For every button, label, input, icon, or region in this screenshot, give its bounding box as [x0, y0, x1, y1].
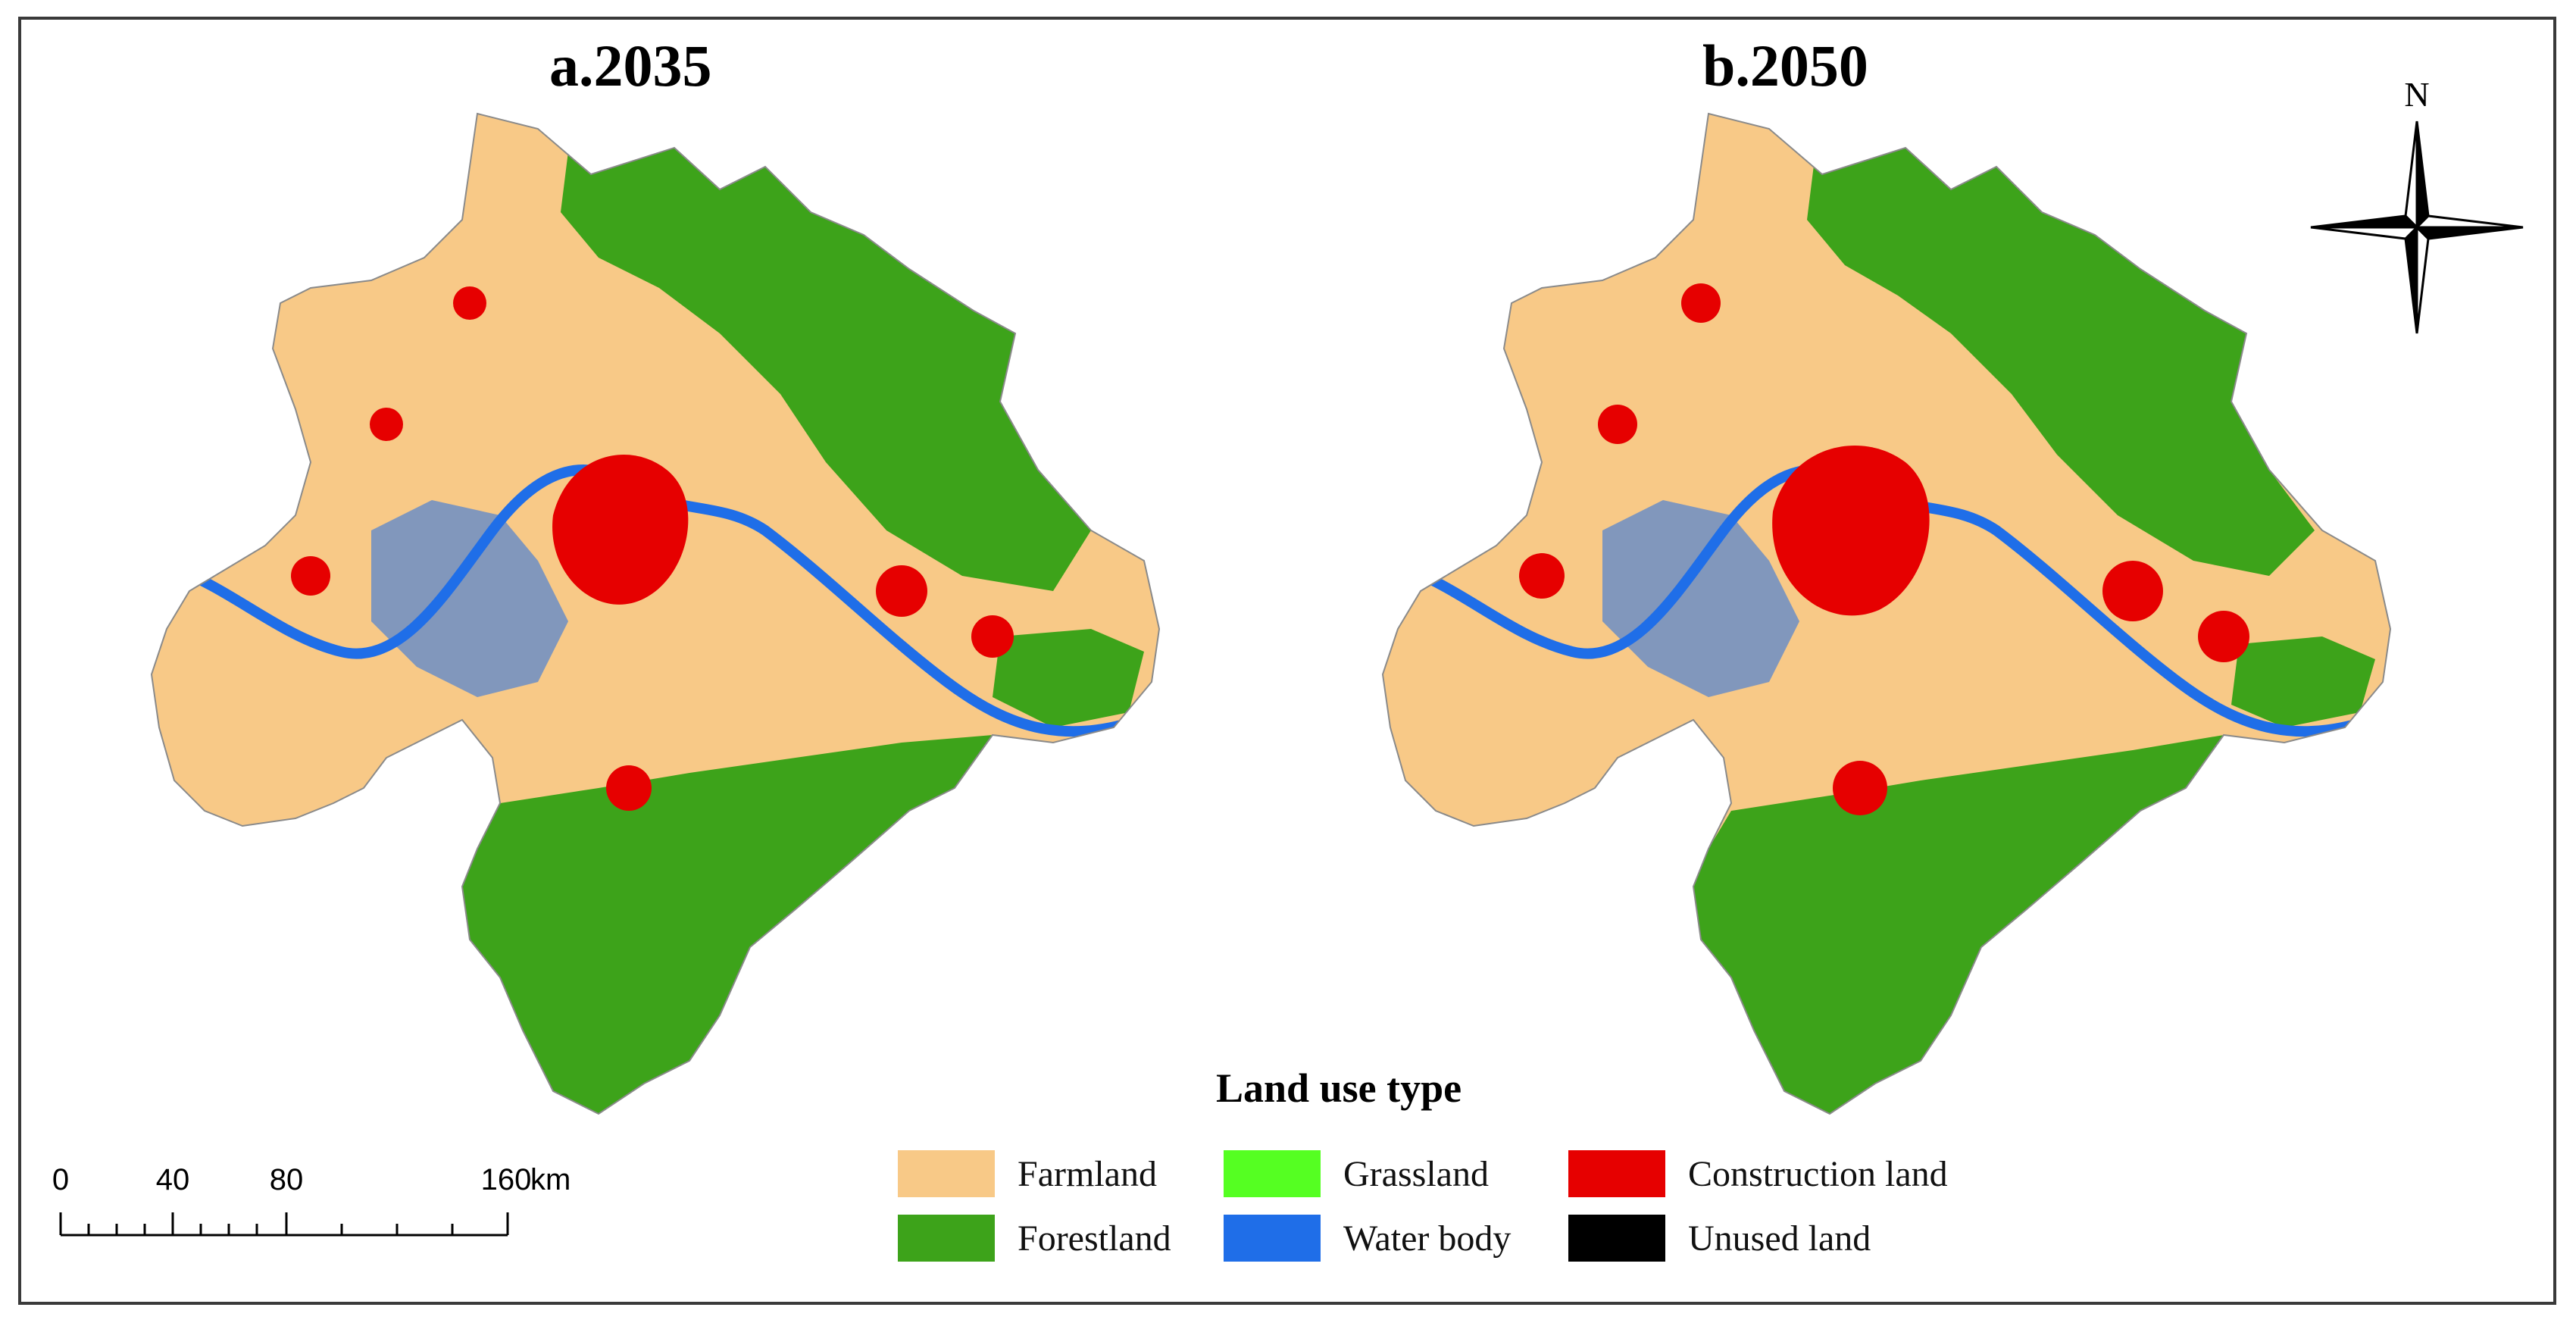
urban-cluster: [1598, 405, 1637, 444]
urban-core: [552, 455, 689, 605]
legend-swatch: [1224, 1150, 1321, 1197]
scale-tick-label: 40: [156, 1163, 190, 1196]
scale-tick-label: 0: [52, 1163, 69, 1196]
north-arrow: N: [2310, 75, 2524, 334]
urban-cluster: [971, 615, 1014, 658]
legend-item-unused-land: Unused land: [1568, 1215, 1871, 1262]
legend-swatch: [1568, 1150, 1665, 1197]
legend-item-construction-land: Construction land: [1568, 1150, 1948, 1197]
legend-label: Construction land: [1688, 1153, 1948, 1194]
legend-item-grassland: Grassland: [1224, 1150, 1489, 1197]
forest-area-north: [1807, 148, 2315, 576]
water-patches: [371, 500, 568, 697]
legend-label: Farmland: [1018, 1153, 1157, 1194]
urban-cluster: [1519, 553, 1565, 599]
compass-rose-icon: [2310, 120, 2524, 334]
legend-item-farmland: Farmland: [898, 1150, 1157, 1197]
forest-area-east: [993, 629, 1144, 727]
urban-core: [1772, 445, 1930, 616]
urban-cluster: [453, 286, 486, 320]
legend-item-forestland: Forestland: [898, 1215, 1171, 1262]
figure-frame: [18, 17, 2556, 1305]
legend-swatch: [898, 1215, 995, 1262]
urban-cluster: [1681, 283, 1721, 323]
legend-label: Water body: [1343, 1218, 1512, 1259]
urban-cluster: [370, 408, 403, 441]
legend-swatch: [1224, 1215, 1321, 1262]
scale-tick-label: 80: [270, 1163, 304, 1196]
legend-label: Forestland: [1018, 1218, 1171, 1259]
urban-cluster: [606, 765, 652, 811]
map-title-2050: b.2050: [1702, 33, 1868, 99]
north-label: N: [2404, 75, 2429, 114]
urban-cluster: [291, 556, 330, 596]
urban-cluster: [2198, 611, 2249, 662]
land-use-map-2035: [151, 113, 1160, 1115]
land-use-map-2050: [1382, 113, 2391, 1115]
scale-ruler: [59, 1212, 509, 1237]
map-title-2035: a.2035: [549, 33, 712, 99]
forest-area-south: [462, 735, 993, 1114]
urban-cluster: [2102, 561, 2163, 621]
forest-area-north: [561, 148, 1091, 591]
legend-item-water-body: Water body: [1224, 1215, 1511, 1262]
legend-swatch: [1568, 1215, 1665, 1262]
legend-title: Land use type: [1216, 1065, 1462, 1111]
scale-bar: 0 40 80 160 km: [52, 1163, 571, 1237]
forest-area-east: [2231, 636, 2375, 727]
legend-swatch: [898, 1150, 995, 1197]
water-patches: [1602, 500, 1799, 697]
urban-cluster: [1833, 761, 1887, 815]
legend-label: Unused land: [1688, 1218, 1871, 1259]
legend-label: Grassland: [1343, 1153, 1489, 1194]
urban-cluster: [876, 565, 927, 617]
scale-tick-label: 160: [481, 1163, 532, 1196]
scale-unit: km: [530, 1163, 571, 1196]
forest-area-south: [1693, 735, 2224, 1114]
